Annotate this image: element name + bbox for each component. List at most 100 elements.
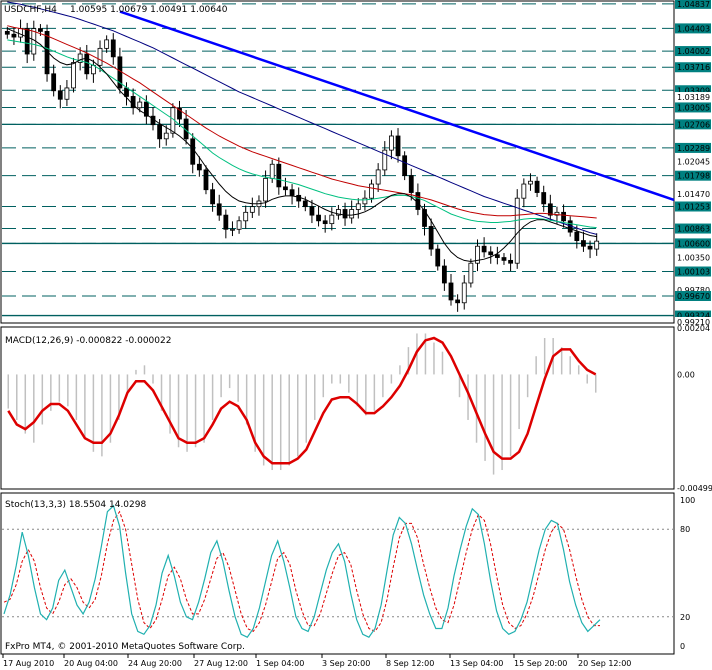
candle-body [581,240,586,247]
macd-tick-label: 0.00 [677,370,695,379]
price-tick-label: 1.00103 [677,268,710,277]
candle-body [528,180,533,185]
time-tick-label: 17 Aug 2010 [3,659,54,668]
candle-body [448,282,454,301]
price-pane: 1.04837 1.04403 1.04002 1.03716 1.033091.031… [2,0,711,327]
price-tick-label: 1.00350 [677,254,710,263]
candle-body [124,87,129,97]
price-tick-label: 1.02289 [677,144,710,153]
trendline[interactable] [119,10,675,202]
ma-long-line [7,1,597,235]
price-tick-bg [675,252,711,263]
candle-body [534,180,540,193]
stoch-tick-label: 100 [680,496,695,505]
macd-signal-line [7,336,597,465]
candle-body [395,135,401,157]
time-tick-label: 20 Sep 12:00 [578,659,631,668]
copyright-footer: FxPro MT4, © 2001-2010 MetaQuotes Softwa… [5,642,245,652]
price-tick-label: 1.03005 [677,103,710,112]
ohlc-readout: 1.00595 1.00679 1.00491 1.00640 [70,5,228,15]
price-tick-bg [675,317,711,327]
time-tick-label: 3 Sep 20:00 [322,659,370,668]
price-tick-label: 0.99210 [677,318,710,327]
price-tick-label: 1.02706 [677,120,710,129]
candle-body [77,53,83,63]
candle-body [574,231,580,241]
stoch-pane: 100 80 20 0 [2,496,695,651]
price-tick-bg [675,62,711,73]
candle-body [71,62,76,89]
candle-body [51,73,57,92]
candle-body [18,28,23,38]
stoch-signal-line [3,510,600,633]
candle-body [441,265,447,284]
stoch-tick-label: 0 [680,642,685,651]
candle-body [422,209,427,227]
candle-body [263,177,268,202]
candle-body [296,194,302,202]
candle-body [104,39,110,49]
stoch-title: Stoch(13,3,3) 18.5504 14.0298 [5,500,146,510]
time-axis: 17 Aug 2010 20 Aug 04:00 24 Aug 20:00 27 Au… [2,654,631,668]
candle-body [475,245,480,264]
price-tick-label: 0.99670 [677,292,710,301]
time-tick-label: 24 Aug 20:00 [128,659,182,668]
candle-body [336,209,341,216]
candle-body [230,228,235,231]
price-tick-label: 1.00863 [677,225,710,234]
candle-body [355,203,361,210]
price-tick-bg [675,170,711,181]
candle-body [309,206,315,216]
price-tick-label: 1.03716 [677,63,710,72]
time-tick-label: 1 Sep 04:00 [256,659,304,668]
candle-body [243,211,249,222]
candle-body [488,251,494,256]
stoch-tick-label: 80 [680,525,690,534]
price-tick-bg [675,92,711,103]
candle-body [249,206,255,213]
macd-tick-label: -0.00499 [677,484,712,493]
candle-body [402,155,408,176]
candle-body [97,47,103,66]
candle-body [269,163,275,179]
price-tick-bg [675,223,711,234]
candle-body [216,203,222,216]
candle-body [276,163,282,188]
candle-body [289,189,295,196]
candle-body [210,189,216,205]
price-tick-label: 1.04002 [677,47,710,56]
price-tick-label: 1.01253 [677,202,710,211]
candle-body [594,240,600,250]
candle-body [11,33,17,38]
candle-body [203,169,209,191]
candle-body [468,262,474,284]
price-tick-bg [675,266,711,277]
price-tick-label: 1.01798 [677,172,710,181]
candle-body [196,163,202,171]
candle-body [236,220,242,230]
price-tick-label: 1.04403 [677,24,710,33]
price-tick-bg [675,23,711,34]
candle-body [342,209,348,219]
candle-body [57,90,63,100]
candle-body [157,124,163,140]
candle-body [461,282,467,304]
candle-body [64,87,70,100]
symbol-label: USDCHF,H4 [4,5,57,15]
price-tick-bg [675,189,711,200]
macd-pane: 0.00204 0.00 -0.00499 [7,324,712,493]
candle-body [322,220,328,225]
price-tick-bg [675,310,711,321]
candle-body [302,200,308,208]
price-tick-label: 1.03309 [677,86,710,95]
price-tick-label: 1.02045 [677,158,710,167]
candle-body [143,101,149,117]
candle-body [375,169,381,185]
candle-body [163,132,169,140]
candle-body [329,214,335,225]
candle-body [190,138,196,165]
candle-body [349,209,355,219]
macd-title: MACD(12,26,9) -0.000822 -0.000022 [5,336,171,346]
